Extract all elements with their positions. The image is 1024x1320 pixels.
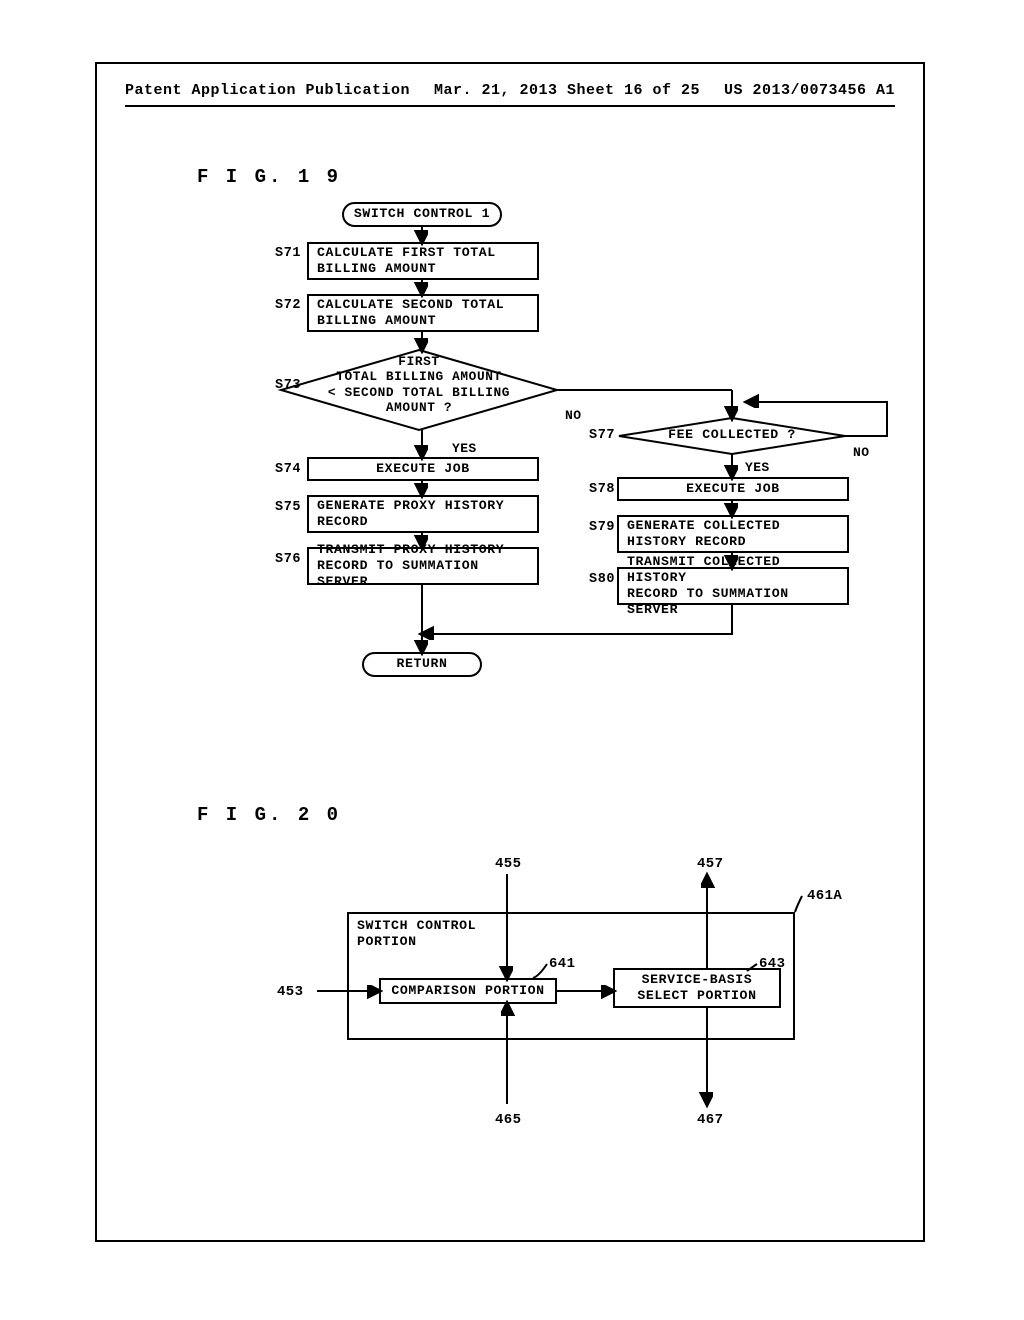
page-header: Patent Application Publication Mar. 21, … — [97, 82, 923, 99]
header-rule — [125, 105, 895, 107]
label-467: 467 — [697, 1112, 723, 1129]
fig-19-diagram: SWITCH CONTROL 1 S71 CALCULATE FIRST TOT… — [197, 202, 897, 762]
fig20-connectors — [217, 856, 877, 1166]
fig-20-label: F I G. 2 0 — [197, 804, 341, 826]
label-465: 465 — [495, 1112, 521, 1129]
header-right: US 2013/0073456 A1 — [724, 82, 895, 99]
fig-20-diagram: 455 457 461A SWITCH CONTROL PORTION 641 … — [217, 856, 877, 1166]
header-left: Patent Application Publication — [125, 82, 410, 99]
page-frame: Patent Application Publication Mar. 21, … — [95, 62, 925, 1242]
fig-19-label: F I G. 1 9 — [197, 166, 341, 188]
fig19-connectors — [197, 202, 897, 762]
label-453: 453 — [277, 984, 303, 1001]
header-center: Mar. 21, 2013 Sheet 16 of 25 — [434, 82, 700, 99]
